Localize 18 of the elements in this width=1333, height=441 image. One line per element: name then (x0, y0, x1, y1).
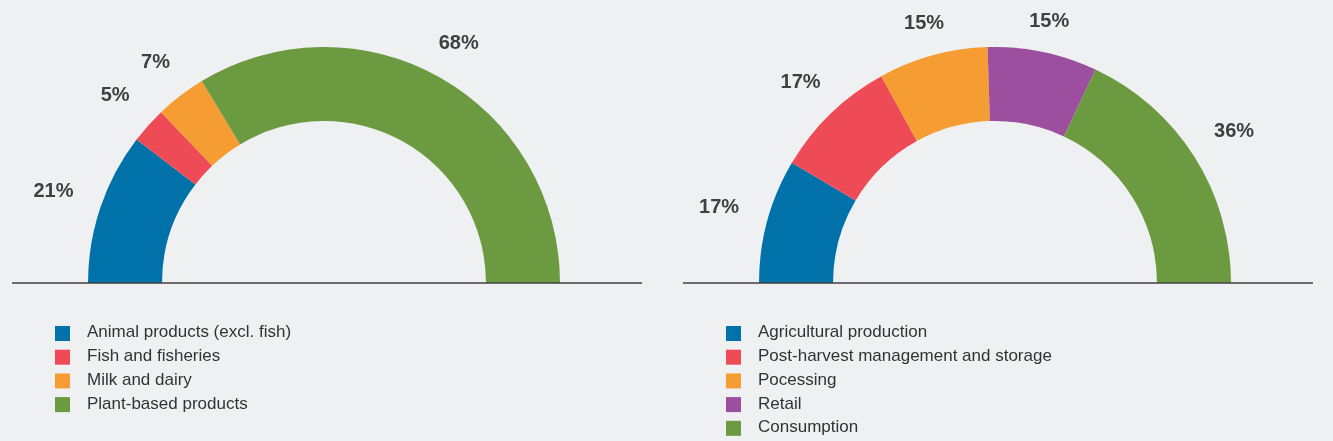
legend-label: Animal products (excl. fish) (87, 322, 292, 342)
legend-label: Consumption (758, 417, 859, 437)
legend-label: Post-harvest management and storage (758, 346, 1052, 366)
data-label: 7% (141, 50, 171, 73)
data-label: 5% (100, 82, 130, 105)
legend-label: Plant-based products (87, 393, 248, 413)
data-label: 17% (780, 69, 821, 92)
data-label: 15% (1029, 8, 1070, 31)
data-label: 21% (33, 178, 74, 201)
legend-label: Retail (758, 393, 802, 413)
legend-label: Agricultural production (758, 322, 928, 342)
data-label: 15% (904, 11, 945, 34)
legend-label: Pocessing (758, 369, 837, 389)
data-label: 36% (1214, 118, 1255, 141)
legend-label: Milk and dairy (87, 369, 193, 389)
data-label: 68% (438, 31, 479, 54)
data-label: 17% (699, 194, 740, 217)
legend-label: Fish and fisheries (87, 346, 221, 366)
